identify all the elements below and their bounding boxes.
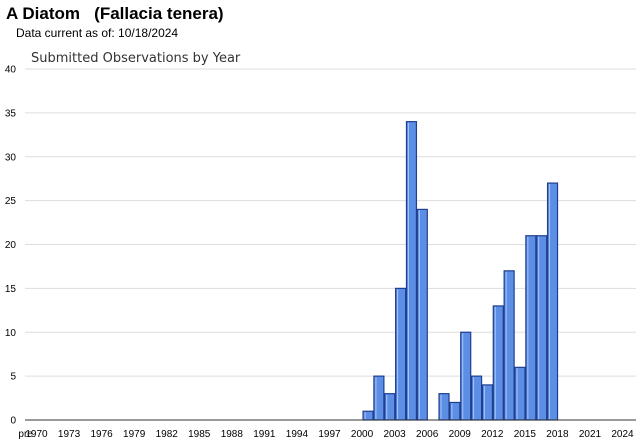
bar-2015 [525, 235, 537, 421]
x-tick-label: 2006 [416, 429, 439, 440]
bar-2004 [405, 121, 418, 421]
x-tick-label: 1988 [221, 429, 244, 440]
y-tick-label: 5 [10, 372, 16, 383]
x-tick-label: 2015 [514, 429, 537, 440]
bar-2009 [460, 331, 472, 421]
y-tick-label: 10 [5, 328, 17, 339]
bar-2013 [503, 270, 515, 421]
x-tick-label: 1997 [318, 429, 341, 440]
y-tick-label: 40 [5, 65, 17, 76]
bar-2007 [438, 393, 450, 421]
x-tick-label: 2009 [449, 429, 472, 440]
x-tick-label: 1991 [253, 429, 276, 440]
bars [362, 121, 559, 421]
chart-title: Submitted Observations by Year [31, 51, 241, 66]
y-tick-label: 0 [10, 416, 16, 427]
x-tick-label: 2000 [351, 429, 374, 440]
x-tick-label: pre [18, 429, 33, 440]
y-axis-ticks: 0 5 10 15 20 25 30 35 40 [5, 65, 17, 427]
bar-2001 [373, 375, 385, 421]
x-tick-label: 2018 [546, 429, 569, 440]
bar-2014 [514, 366, 526, 421]
y-tick-label: 35 [5, 108, 17, 119]
bar-2002 [384, 393, 396, 421]
data-current-note: Data current as of: 10/18/2024 [16, 26, 179, 40]
x-tick-label: 1994 [286, 429, 309, 440]
bar-2017 [546, 182, 559, 421]
bar-2010 [470, 375, 483, 421]
y-tick-label: 15 [5, 284, 17, 295]
y-tick-label: 25 [5, 196, 17, 207]
page-title: A Diatom (Fallacia tenera) [6, 4, 224, 23]
y-tick-label: 30 [5, 152, 17, 163]
bar-2005 [416, 208, 428, 421]
bar-2003 [395, 287, 407, 421]
x-tick-label: 2024 [611, 429, 634, 440]
x-tick-label: 1985 [188, 429, 211, 440]
x-tick-label: 1970 [25, 429, 48, 440]
x-tick-label: 1976 [90, 429, 113, 440]
x-tick-label: 2021 [579, 429, 602, 440]
y-tick-label: 20 [5, 240, 17, 251]
bar-2016 [536, 235, 548, 421]
x-tick-label: 1979 [123, 429, 146, 440]
bar-2008 [449, 401, 461, 421]
bar-2000 [362, 410, 374, 421]
bar-2011 [481, 384, 494, 421]
x-tick-label: 2003 [383, 429, 406, 440]
bar-2012 [492, 305, 504, 421]
x-tick-label: 1973 [58, 429, 81, 440]
x-tick-label: 1982 [156, 429, 179, 440]
x-tick-label: 2012 [481, 429, 504, 440]
